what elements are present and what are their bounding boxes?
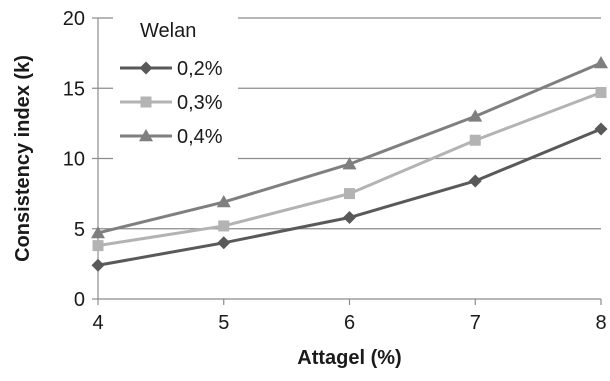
series-1 xyxy=(91,122,608,272)
legend-label: 0,3% xyxy=(177,92,223,114)
data-point xyxy=(342,157,357,170)
legend-item-2: 0,3% xyxy=(120,92,223,114)
x-tick-label: 5 xyxy=(218,312,229,334)
data-point xyxy=(469,134,481,146)
legend-label: 0,2% xyxy=(177,58,223,80)
series-3 xyxy=(91,55,608,239)
data-point xyxy=(343,211,356,225)
x-axis-title: Attagel (%) xyxy=(297,347,401,369)
y-tick-label: 5 xyxy=(74,219,85,241)
data-point xyxy=(217,236,231,250)
data-point xyxy=(91,225,105,239)
data-point xyxy=(595,86,607,98)
data-point xyxy=(468,174,482,188)
data-point xyxy=(468,109,483,122)
data-point xyxy=(344,188,355,200)
x-tick-label: 8 xyxy=(595,312,606,334)
legend-title: Welan xyxy=(140,20,196,42)
legend: Welan 0,2% 0,3% 0,4% xyxy=(113,8,238,160)
series-2 xyxy=(92,86,607,252)
data-point xyxy=(594,122,608,136)
legend-marker xyxy=(139,61,153,75)
y-tick-label: 20 xyxy=(63,8,85,30)
legend-marker xyxy=(139,129,153,142)
y-tick-label: 15 xyxy=(63,78,85,100)
legend-label: 0,4% xyxy=(177,126,223,148)
y-axis-title: Consistency index (k) xyxy=(12,55,34,262)
x-tick-label: 4 xyxy=(92,312,103,334)
data-point xyxy=(218,220,230,232)
data-point xyxy=(216,195,231,208)
axes: 0 5 10 15 20 4 5 6 7 8 xyxy=(63,8,607,334)
legend-item-3: 0,4% xyxy=(120,126,223,148)
y-tick-label: 10 xyxy=(63,149,85,171)
data-point xyxy=(91,258,105,272)
x-tick-label: 7 xyxy=(470,312,481,334)
y-tick-label: 0 xyxy=(74,289,85,311)
legend-item-1: 0,2% xyxy=(120,58,223,80)
series-group xyxy=(91,55,608,272)
legend-marker xyxy=(140,96,152,108)
data-point xyxy=(92,240,104,252)
data-point xyxy=(594,55,608,69)
x-tick-label: 6 xyxy=(344,312,355,334)
